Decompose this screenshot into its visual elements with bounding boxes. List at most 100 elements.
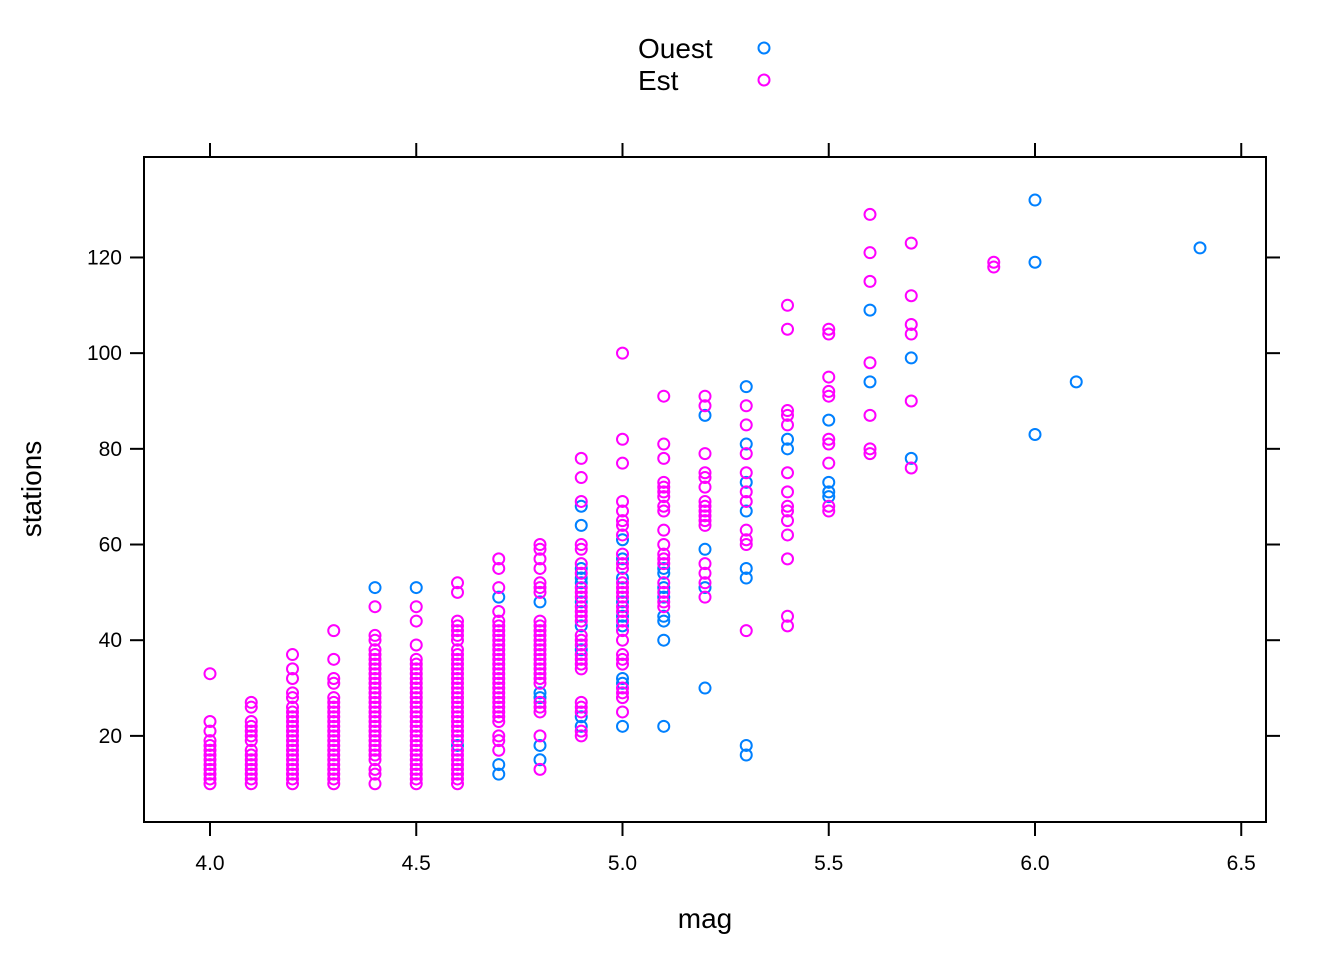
data-point xyxy=(698,471,712,485)
data-point xyxy=(616,557,629,571)
data-point xyxy=(409,715,423,729)
data-point xyxy=(533,691,547,705)
data-point xyxy=(409,748,423,762)
data-point xyxy=(368,671,382,685)
data-point xyxy=(574,566,588,580)
data-point xyxy=(657,595,671,609)
data-point xyxy=(574,604,588,618)
x-axis-title: mag xyxy=(678,903,732,934)
data-point xyxy=(698,590,712,604)
y-tick-label: 20 xyxy=(99,725,122,748)
data-point xyxy=(822,327,836,341)
data-point xyxy=(244,753,258,767)
data-point xyxy=(368,700,382,714)
data-point xyxy=(286,662,299,676)
data-point xyxy=(203,777,217,791)
data-point xyxy=(492,700,506,714)
data-point xyxy=(574,633,588,647)
data-point xyxy=(492,581,506,595)
data-point xyxy=(616,533,629,547)
data-point xyxy=(327,719,341,733)
data-point xyxy=(327,777,341,791)
data-point xyxy=(451,652,464,666)
data-point xyxy=(616,652,629,666)
data-point xyxy=(822,475,836,489)
data-point xyxy=(492,743,506,757)
data-point xyxy=(409,710,423,724)
series-ouest xyxy=(368,193,1207,781)
data-point xyxy=(616,633,629,647)
data-point xyxy=(327,676,341,690)
data-point xyxy=(286,719,299,733)
x-tick-label: 6.5 xyxy=(1227,852,1256,875)
data-point xyxy=(698,447,712,461)
data-point xyxy=(657,504,671,518)
data-point xyxy=(409,738,423,752)
data-point xyxy=(409,638,423,652)
x-tick-label: 4.5 xyxy=(402,852,431,875)
data-point xyxy=(739,485,753,499)
data-point xyxy=(1069,375,1083,389)
data-point xyxy=(616,705,629,719)
plot-frame xyxy=(143,156,1267,823)
data-point xyxy=(822,384,836,398)
data-point xyxy=(244,777,258,791)
data-point xyxy=(781,322,794,336)
data-point xyxy=(492,715,506,729)
data-point xyxy=(286,671,299,685)
data-point xyxy=(244,729,258,743)
data-point xyxy=(533,695,547,709)
data-point xyxy=(739,504,753,518)
data-point xyxy=(409,652,423,666)
data-point xyxy=(451,681,464,695)
data-point xyxy=(533,614,547,628)
data-point xyxy=(368,652,382,666)
data-point xyxy=(327,695,341,709)
data-point xyxy=(904,394,918,408)
data-point xyxy=(409,743,423,757)
data-point xyxy=(657,475,671,489)
legend-label-ouest: Ouest xyxy=(638,33,713,64)
data-point xyxy=(451,624,464,638)
data-point xyxy=(492,681,506,695)
data-point xyxy=(616,518,629,532)
data-point xyxy=(203,715,217,729)
data-point xyxy=(822,490,836,504)
data-point xyxy=(657,451,671,465)
data-point xyxy=(781,442,794,456)
data-point xyxy=(492,734,506,748)
data-point xyxy=(574,724,588,738)
legend-marker-est xyxy=(757,73,771,87)
data-point xyxy=(286,758,299,772)
data-point xyxy=(327,691,341,705)
data-point xyxy=(409,753,423,767)
data-point xyxy=(574,719,588,733)
data-point xyxy=(574,705,588,719)
data-point xyxy=(327,748,341,762)
data-point xyxy=(533,628,547,642)
data-point xyxy=(781,499,794,513)
data-point xyxy=(327,743,341,757)
data-point xyxy=(616,691,629,705)
data-point xyxy=(451,576,464,590)
data-point xyxy=(739,538,753,552)
data-point xyxy=(822,456,836,470)
data-point xyxy=(657,566,671,580)
data-point xyxy=(492,686,506,700)
data-point xyxy=(203,753,217,767)
data-point xyxy=(616,504,629,518)
data-point xyxy=(451,614,464,628)
data-point xyxy=(574,590,588,604)
data-point xyxy=(657,609,671,623)
data-point xyxy=(574,451,588,465)
data-point xyxy=(327,700,341,714)
y-tick-label: 60 xyxy=(99,534,122,557)
data-point xyxy=(203,667,217,681)
data-point xyxy=(533,762,547,776)
data-point xyxy=(533,624,547,638)
data-point xyxy=(286,734,299,748)
data-point xyxy=(533,667,547,681)
data-point xyxy=(368,686,382,700)
data-point xyxy=(616,590,629,604)
